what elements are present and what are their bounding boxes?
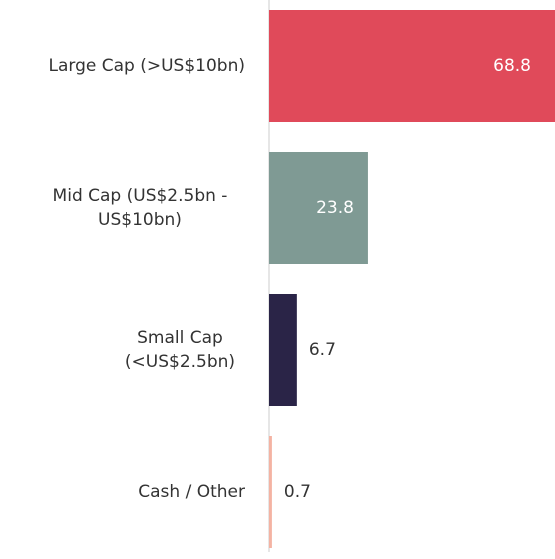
category-label: (<US$2.5bn)	[125, 352, 235, 372]
value-label: 23.8	[316, 198, 354, 218]
bar	[269, 10, 555, 122]
bar	[269, 436, 272, 548]
category-label: Cash / Other	[138, 482, 245, 502]
value-label: 6.7	[309, 340, 336, 360]
category-label: Small Cap	[137, 328, 223, 348]
category-label: Large Cap (>US$10bn)	[49, 56, 245, 76]
category-label: US$10bn)	[98, 210, 182, 230]
category-label: Mid Cap (US$2.5bn -	[53, 186, 228, 206]
bar	[269, 152, 368, 264]
value-label: 68.8	[493, 56, 531, 76]
bar	[269, 294, 297, 406]
value-label: 0.7	[284, 482, 311, 502]
